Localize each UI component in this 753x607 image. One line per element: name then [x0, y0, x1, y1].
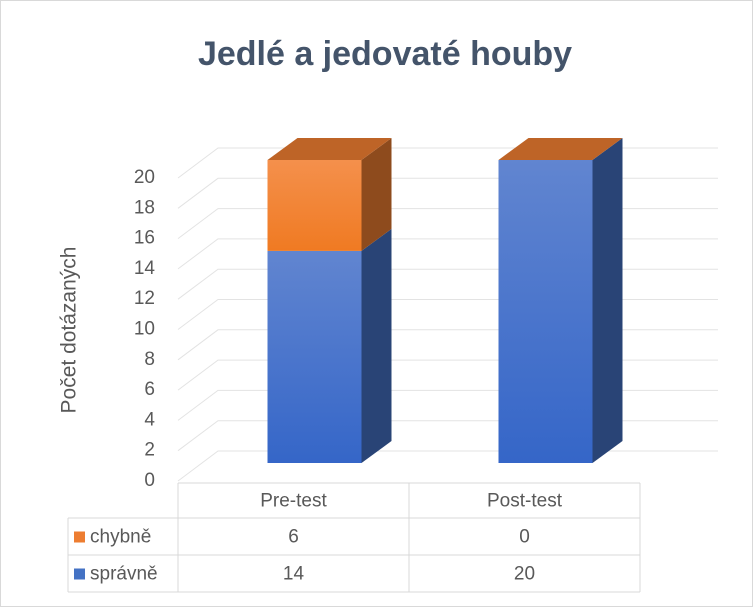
bar	[498, 160, 593, 463]
x-tick-label: Post-test	[487, 491, 563, 512]
bar-side	[361, 138, 392, 251]
legend-label: správně	[90, 564, 158, 585]
legend-swatch	[74, 568, 85, 580]
x-tick-label: Pre-test	[260, 491, 327, 512]
y-tick-label: 12	[134, 288, 155, 309]
data-label: 14	[283, 564, 305, 585]
y-tick-label: 0	[144, 470, 155, 491]
data-label: 0	[519, 527, 530, 548]
y-tick-label: 2	[144, 440, 155, 461]
chart-title: Jedlé a jedovaté houby	[198, 35, 572, 73]
y-axis-label: Počet dotázaných	[58, 247, 81, 414]
data-label: 20	[514, 564, 535, 585]
bar	[267, 160, 362, 251]
bar-top	[498, 138, 623, 160]
y-tick-label: 6	[144, 379, 155, 400]
legend-swatch	[74, 531, 85, 543]
y-tick-label: 8	[144, 349, 155, 370]
data-label: 6	[288, 527, 299, 548]
y-tick-label: 16	[134, 228, 155, 249]
y-tick-label: 4	[144, 409, 155, 430]
bar-top	[267, 138, 392, 160]
y-tick-label: 18	[134, 197, 155, 218]
bar-side	[361, 228, 392, 463]
bar-side	[592, 138, 623, 463]
y-tick-label: 14	[134, 258, 156, 279]
bar	[267, 250, 362, 463]
y-tick-label: 20	[134, 167, 155, 188]
legend-label: chybně	[90, 527, 151, 548]
y-tick-label: 10	[134, 319, 155, 340]
